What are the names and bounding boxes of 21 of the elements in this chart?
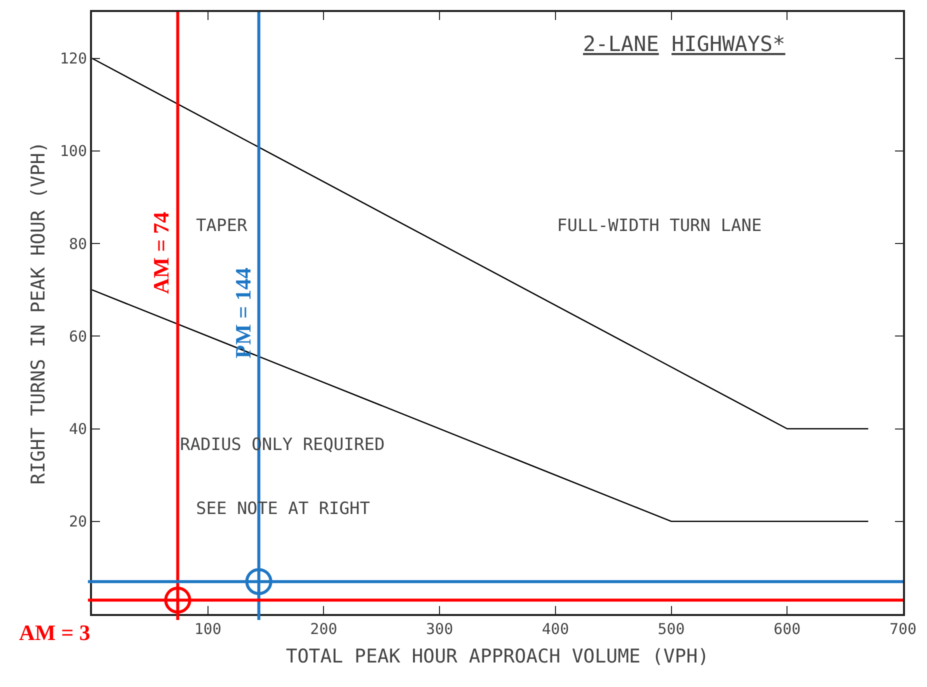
annotation: TAPER (196, 216, 248, 236)
y-tick-label: 40 (68, 420, 87, 438)
ref-line-label: AM = 74 (148, 212, 174, 294)
x-tick-label: 300 (426, 620, 454, 638)
y-tick-label: 60 (68, 327, 87, 346)
text: 2-LANE HIGHWAYS* (583, 32, 786, 56)
y-tick-label: 100 (60, 142, 87, 160)
y-tick-label: 80 (68, 234, 87, 253)
x-tick-label: 500 (658, 620, 685, 638)
y-tick-label: 20 (68, 512, 87, 531)
x-tick-label: 200 (310, 620, 338, 638)
x-tick-label: 600 (774, 620, 801, 638)
x-tick-label: 400 (542, 620, 569, 638)
y-tick-label: 120 (60, 50, 87, 68)
y-axis-title: RIGHT TURNS IN PEAK HOUR (VPH) (27, 141, 50, 485)
x-tick-label: 100 (194, 620, 222, 638)
ref-line-label: AM = 3 (19, 620, 90, 645)
x-axis-title: TOTAL PEAK HOUR APPROACH VOLUME (VPH) (286, 645, 710, 668)
ref-line-label: PM = 144 (230, 268, 256, 358)
annotation: FULL-WIDTH TURN LANE (557, 216, 762, 236)
x-tick-label: 700 (889, 620, 917, 638)
